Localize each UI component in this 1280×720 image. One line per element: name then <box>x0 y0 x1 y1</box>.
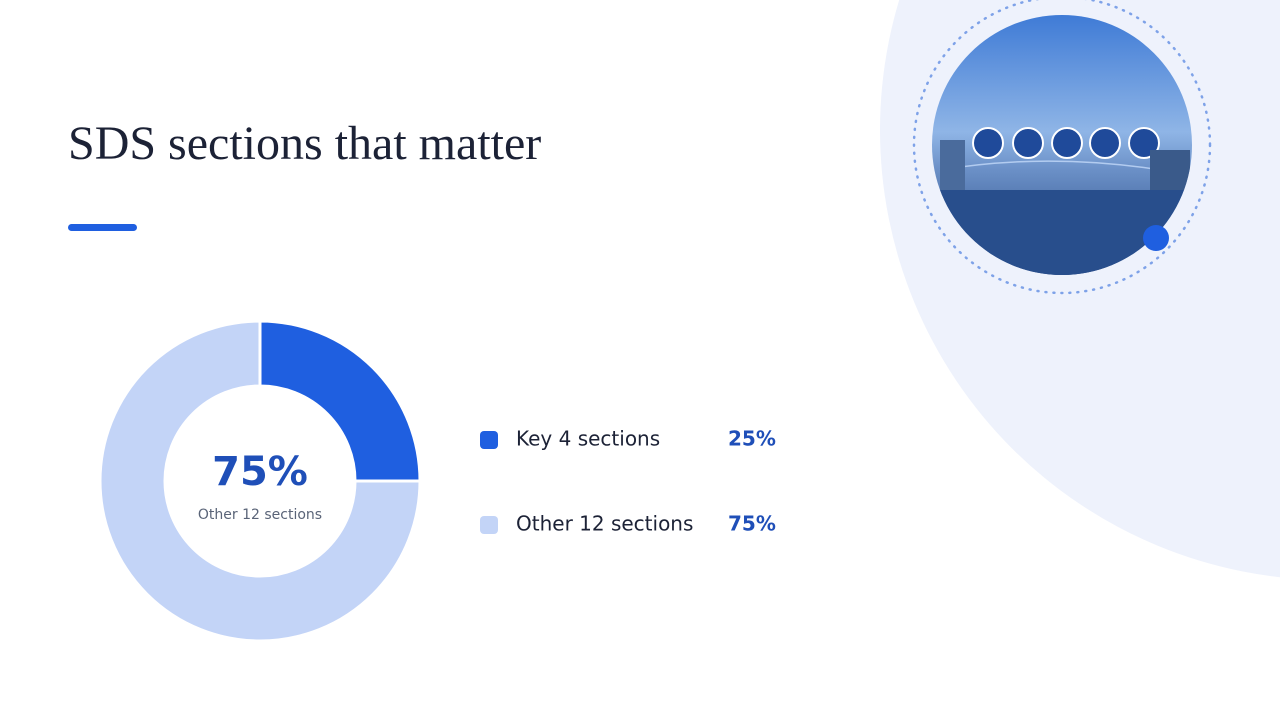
legend-value: 75% <box>728 512 776 536</box>
legend-swatch <box>480 431 498 449</box>
legend-label: Other 12 sections <box>516 512 693 536</box>
center-caption: Other 12 sections <box>198 507 322 523</box>
legend-swatch <box>480 516 498 534</box>
title-underline <box>68 224 137 231</box>
donut-chart <box>98 319 422 643</box>
center-value: 75% <box>212 449 308 495</box>
donut-segment <box>98 319 422 643</box>
accent-dot <box>1143 225 1169 251</box>
donut-segment <box>258 319 422 483</box>
slide-title: SDS sections that matter <box>68 117 541 170</box>
legend: Key 4 sections 25% Other 12 sections 75% <box>480 427 776 536</box>
dotted-ring <box>912 0 1212 295</box>
legend-value: 25% <box>728 427 776 451</box>
legend-label: Key 4 sections <box>516 427 660 451</box>
